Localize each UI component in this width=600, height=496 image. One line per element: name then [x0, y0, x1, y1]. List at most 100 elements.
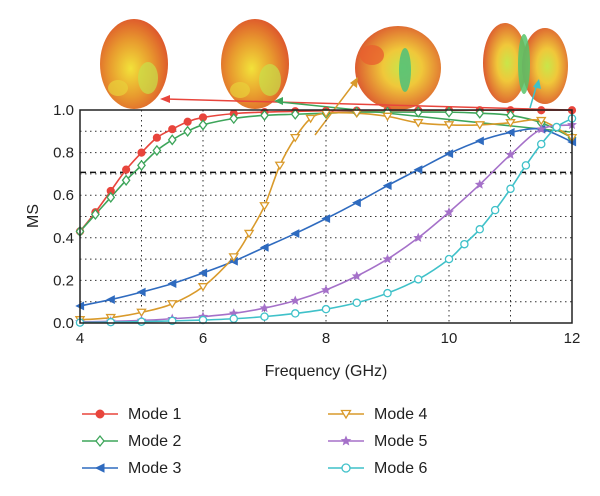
data-point-mode-6	[321, 304, 331, 314]
data-point-mode-5	[351, 270, 362, 281]
data-point-mode-2	[260, 109, 269, 121]
data-point-mode-3	[413, 165, 423, 175]
x-tick-label: 10	[441, 330, 458, 347]
y-tick-label: 0.0	[53, 315, 74, 332]
legend-label: Mode 6	[374, 460, 427, 477]
data-point-mode-6	[521, 161, 531, 170]
pattern-arrows	[160, 77, 571, 136]
legend-swatch-marker	[94, 463, 105, 473]
x-tick-label: 8	[322, 330, 330, 347]
data-point-mode-6	[444, 254, 454, 264]
legend-item-mode-3: Mode 3	[82, 460, 181, 477]
y-tick-label: 1.0	[53, 102, 74, 119]
series-line-mode-5	[80, 124, 572, 323]
data-point-mode-2	[229, 112, 239, 125]
data-point-mode-2	[198, 119, 208, 131]
data-point-mode-6	[552, 122, 561, 132]
legend-item-mode-1: Mode 1	[82, 406, 181, 423]
pattern-thumbnail-1	[100, 19, 168, 109]
series-markers-mode-3	[75, 124, 577, 311]
data-point-mode-2	[290, 108, 300, 120]
y-axis-title: MS	[25, 204, 42, 228]
data-point-mode-3	[136, 287, 146, 297]
data-point-mode-6	[490, 205, 500, 215]
data-point-mode-6	[352, 298, 361, 308]
pattern-thumbnail-2	[221, 19, 289, 109]
data-point-mode-4	[197, 283, 209, 292]
data-point-mode-3	[290, 229, 300, 238]
legend-swatch-marker	[95, 434, 105, 448]
data-point-mode-6	[290, 309, 300, 318]
data-point-mode-2	[183, 125, 193, 137]
legend-swatch-marker	[340, 435, 352, 446]
legend-swatch-marker	[340, 409, 352, 420]
legend-item-mode-2: Mode 2	[82, 433, 181, 450]
legend-item-mode-4: Mode 4	[328, 406, 427, 423]
data-point-mode-6	[506, 184, 515, 194]
data-point-mode-6	[413, 275, 423, 284]
legend-swatch-marker	[341, 463, 351, 473]
grid-lines	[80, 110, 572, 323]
data-point-mode-2	[121, 174, 131, 186]
data-point-mode-6	[475, 225, 484, 234]
pattern-thumbnail-3	[355, 26, 441, 110]
data-point-mode-2	[152, 144, 162, 157]
data-point-mode-4	[443, 121, 455, 130]
legend: Mode 1 Mode 2 Mode 3 Mode 4 Mode 5 Mode 6	[82, 406, 427, 477]
data-point-mode-4	[474, 121, 486, 130]
data-point-mode-4	[274, 161, 286, 171]
data-point-mode-3	[259, 242, 269, 252]
data-point-mode-4	[166, 300, 178, 309]
data-point-mode-3	[444, 149, 454, 159]
data-point-mode-5	[321, 284, 331, 295]
data-point-mode-3	[167, 279, 177, 289]
data-point-mode-2	[106, 191, 116, 203]
data-point-mode-4	[305, 114, 316, 124]
data-point-mode-5	[536, 123, 547, 134]
x-tick-label: 4	[76, 330, 84, 347]
data-point-mode-4	[289, 133, 301, 143]
data-point-mode-3	[352, 198, 361, 208]
data-point-mode-4	[228, 253, 240, 262]
legend-label: Mode 3	[128, 460, 181, 477]
legend-label: Mode 4	[374, 406, 427, 423]
data-point-mode-5	[444, 207, 454, 217]
legend-label: Mode 1	[128, 406, 181, 423]
data-point-mode-6	[460, 239, 469, 249]
legend-swatch-marker	[95, 409, 105, 419]
data-point-mode-4	[535, 116, 547, 126]
pattern-thumbnail-4	[483, 23, 568, 104]
data-point-mode-2	[137, 159, 146, 172]
legend-label: Mode 2	[128, 433, 181, 450]
data-point-mode-6	[537, 139, 546, 149]
data-point-mode-4	[382, 112, 393, 122]
data-point-mode-3	[321, 214, 331, 224]
x-axis-title: Frequency (GHz)	[265, 363, 388, 380]
data-point-mode-4	[412, 119, 424, 128]
data-point-mode-6	[229, 314, 238, 323]
data-point-mode-5	[474, 179, 485, 189]
data-point-mode-3	[106, 295, 115, 304]
data-point-mode-1	[137, 148, 146, 157]
legend-item-mode-5: Mode 5	[328, 433, 427, 450]
data-point-mode-4	[505, 119, 516, 128]
data-point-mode-1	[152, 133, 161, 142]
data-point-mode-2	[167, 134, 177, 146]
data-point-mode-4	[243, 229, 255, 239]
data-point-mode-5	[382, 253, 393, 264]
data-point-mode-6	[137, 317, 146, 326]
y-tick-label: 0.8	[53, 145, 74, 162]
data-point-mode-6	[106, 317, 116, 327]
data-point-mode-3	[382, 181, 392, 191]
data-point-mode-4	[136, 308, 147, 318]
data-point-mode-5	[290, 295, 301, 305]
data-point-mode-2	[475, 107, 485, 119]
data-point-mode-6	[260, 312, 269, 321]
x-tick-label: 12	[564, 330, 581, 347]
data-point-mode-1	[122, 165, 131, 174]
data-point-mode-4	[259, 202, 270, 211]
data-point-mode-5	[413, 232, 424, 242]
y-tick-label: 0.6	[53, 187, 74, 204]
data-point-mode-3	[505, 127, 515, 137]
